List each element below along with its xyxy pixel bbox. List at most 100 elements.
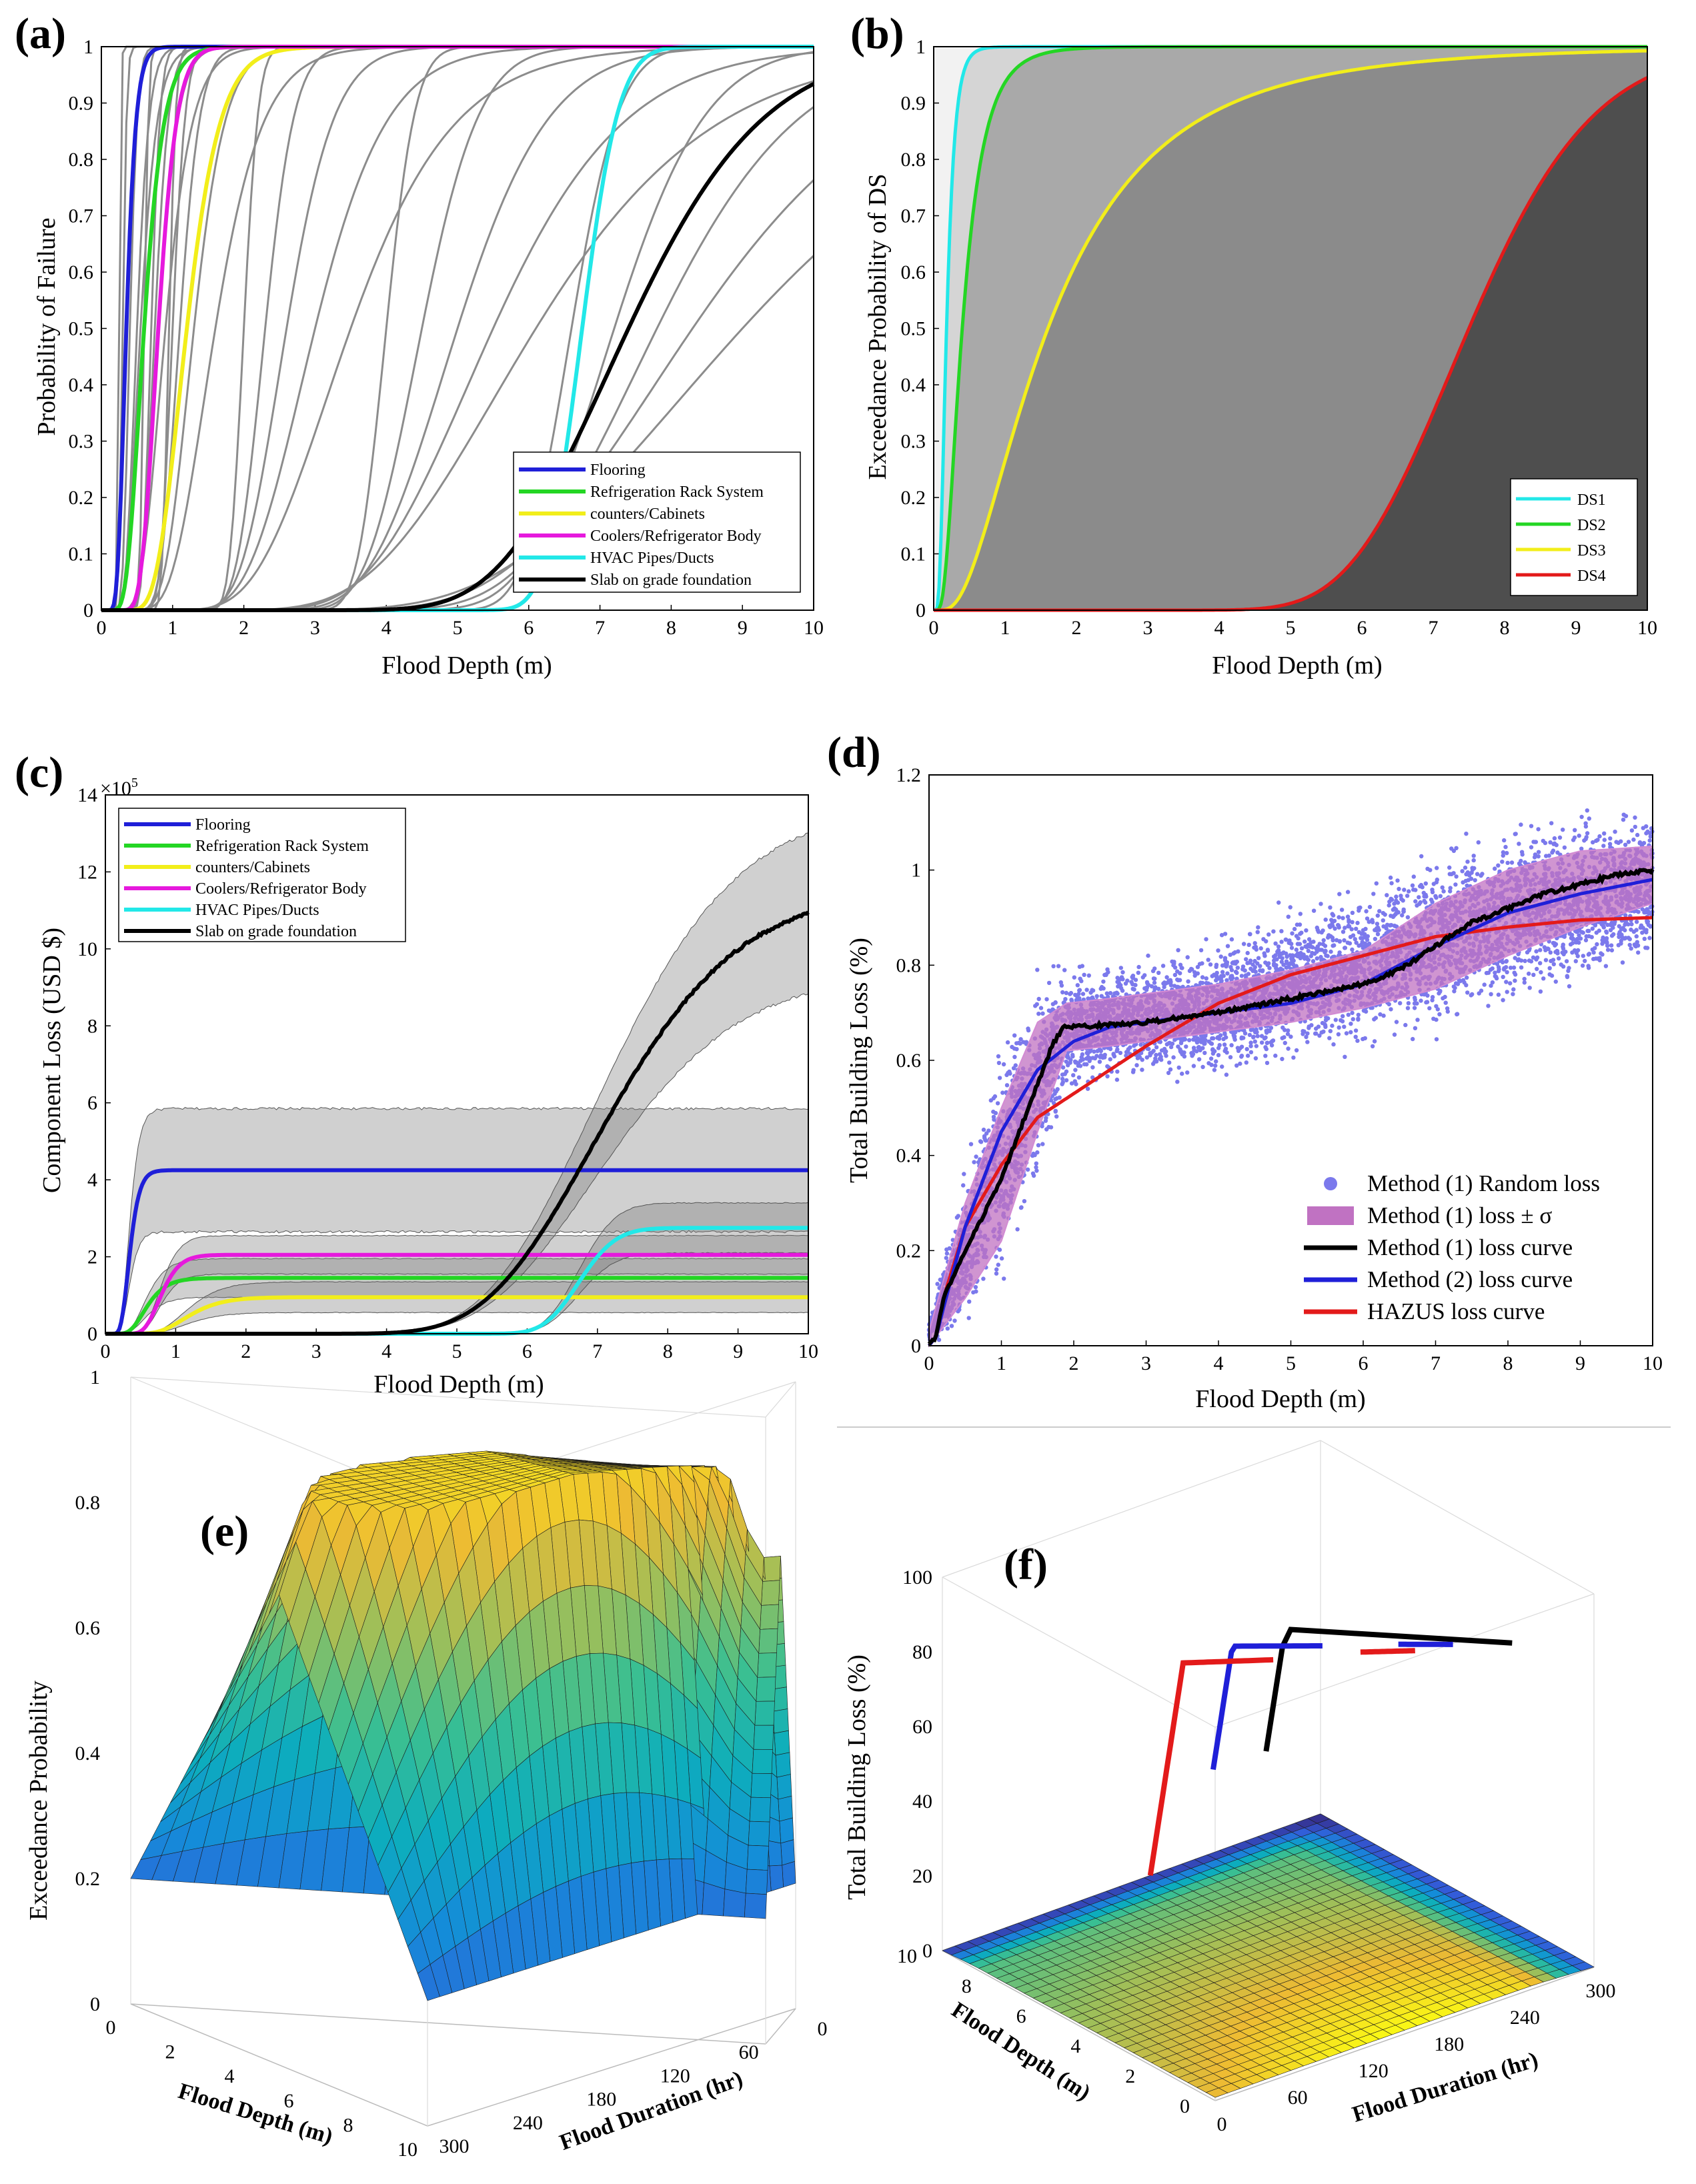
random-loss-point [1187, 1038, 1192, 1042]
random-loss-point [1313, 951, 1317, 956]
random-loss-point [1511, 992, 1515, 996]
random-loss-point [1600, 938, 1605, 943]
panel-c-xtick-label: 0 [101, 1340, 111, 1362]
random-loss-point [1224, 1050, 1229, 1055]
random-loss-point [1248, 966, 1253, 971]
random-loss-point [1068, 990, 1074, 996]
random-loss-point [1601, 924, 1606, 928]
random-loss-point [1064, 1059, 1069, 1064]
random-loss-point [1423, 881, 1428, 886]
random-loss-point [1056, 964, 1061, 968]
panel-b-ytick-label: 0.7 [901, 205, 926, 227]
random-loss-point [1220, 1064, 1224, 1069]
random-loss-point [1220, 970, 1225, 974]
panel-c-curve-yellow [105, 1295, 808, 1336]
random-loss-point [1060, 1065, 1066, 1070]
random-loss-point [949, 1324, 954, 1328]
random-loss-point [1413, 996, 1417, 1000]
panel-a-ytick-label: 0.1 [69, 543, 94, 566]
random-loss-point [1347, 918, 1351, 923]
random-loss-point [1573, 959, 1578, 964]
random-loss-point [1268, 1040, 1273, 1045]
random-loss-point [1105, 1064, 1110, 1069]
random-loss-point [1133, 978, 1138, 982]
random-loss-point [1336, 1032, 1341, 1037]
random-loss-point [1004, 1072, 1009, 1078]
random-loss-point [944, 1251, 950, 1256]
random-loss-point [1367, 920, 1371, 924]
random-loss-point [1422, 992, 1427, 997]
panel-a-ytick-label: 0.9 [69, 93, 94, 115]
random-loss-point [1385, 893, 1389, 898]
random-loss-point [1433, 894, 1438, 899]
random-loss-point [1233, 1030, 1238, 1035]
panel-c-frame [105, 794, 809, 1334]
random-loss-point [1553, 942, 1559, 947]
panel-c-multiplier-base: ×10 [100, 778, 131, 800]
panel-b-legend-label: DS2 [1577, 517, 1606, 534]
random-loss-point [1244, 1047, 1249, 1052]
panel-c-xtick-label: 3 [311, 1340, 321, 1362]
random-loss-point [1377, 909, 1382, 914]
random-loss-point [1538, 961, 1543, 966]
random-loss-point [1162, 984, 1166, 990]
random-loss-point [1411, 887, 1416, 892]
random-loss-point [1641, 841, 1647, 846]
random-loss-point [1441, 996, 1445, 1001]
random-loss-point [1171, 1055, 1176, 1060]
panel-a-ytick-label: 1 [83, 36, 93, 58]
random-loss-point [967, 1299, 972, 1304]
random-loss-point [997, 1076, 1002, 1080]
random-loss-point [1214, 1059, 1218, 1064]
random-loss-point [1605, 948, 1611, 952]
random-loss-point [1018, 1037, 1023, 1042]
random-loss-point [1527, 971, 1531, 976]
panel-d-xtick-label: 10 [1643, 1352, 1663, 1374]
panel-a-legend-label: Refrigeration Rack System [590, 483, 764, 501]
random-loss-point [1157, 1052, 1162, 1057]
random-loss-point [1314, 946, 1319, 951]
random-loss-point [1623, 913, 1628, 918]
random-loss-point [1631, 837, 1636, 842]
random-loss-point [1513, 956, 1517, 960]
random-loss-point [1290, 931, 1295, 936]
random-loss-point [1314, 1031, 1319, 1036]
random-loss-point [1519, 858, 1523, 864]
random-loss-point [1184, 1044, 1188, 1049]
random-loss-point [1002, 1276, 1006, 1281]
random-loss-point [1349, 927, 1354, 932]
random-loss-point [1527, 958, 1532, 963]
random-loss-point [1224, 1072, 1229, 1077]
random-loss-point [1350, 947, 1355, 952]
random-loss-point [1204, 976, 1209, 981]
random-loss-point [1280, 1056, 1285, 1062]
random-loss-point [1315, 925, 1320, 930]
random-loss-point [1219, 933, 1224, 938]
panel-a-legend-label: Flooring [590, 461, 646, 479]
random-loss-point [1573, 828, 1577, 833]
random-loss-point [994, 1271, 999, 1276]
random-loss-point [1310, 945, 1315, 950]
random-loss-point [1590, 926, 1595, 931]
random-loss-point [1489, 992, 1493, 997]
random-loss-point [1235, 966, 1240, 970]
random-loss-point [1051, 964, 1056, 969]
panel-a-xtick-label: 0 [97, 617, 107, 639]
random-loss-point [1381, 911, 1386, 916]
random-loss-point [1586, 952, 1591, 957]
random-loss-point [1600, 952, 1605, 957]
random-loss-point [1140, 1058, 1144, 1062]
random-loss-point [1309, 940, 1313, 945]
random-loss-point [1543, 840, 1548, 846]
random-loss-point [1279, 929, 1284, 934]
random-loss-point [1273, 1053, 1278, 1058]
panel-d-xtick-label: 3 [1141, 1352, 1151, 1374]
random-loss-point [1222, 956, 1228, 960]
random-loss-point [1621, 818, 1626, 822]
random-loss-point [1351, 1017, 1356, 1022]
random-loss-point [1060, 990, 1065, 995]
random-loss-point [1286, 1028, 1291, 1033]
random-loss-point [1501, 853, 1505, 858]
random-loss-point [1363, 1009, 1369, 1014]
random-loss-point [1211, 1036, 1216, 1041]
